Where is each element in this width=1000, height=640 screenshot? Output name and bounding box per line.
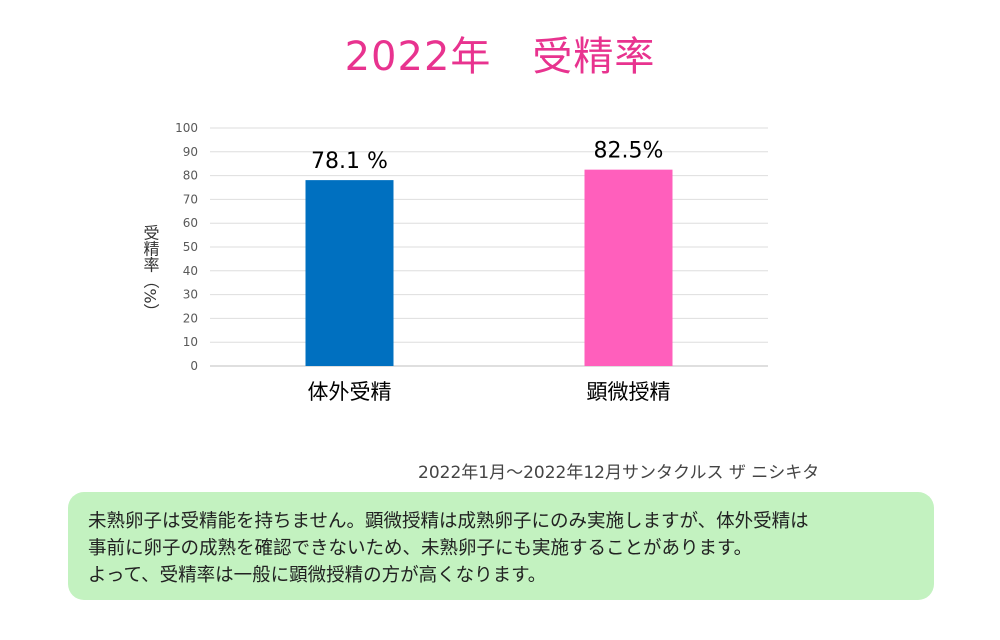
explanation-line: よって、受精率は一般に顕微授精の方が高くなります。 — [88, 565, 547, 586]
bar-2 — [584, 169, 673, 366]
category-label: 体外受精 — [308, 380, 392, 404]
y-tick-label: 100 — [175, 121, 198, 135]
y-tick-label: 60 — [183, 216, 198, 230]
y-tick-label: 0 — [190, 359, 198, 373]
explanation-box: 未熟卵子は受精能を持ちません。顕微授精は成熟卵子にのみ実施しますが、体外受精は … — [68, 492, 934, 600]
data-label: 78.1 % — [311, 149, 388, 174]
y-tick-label: 20 — [183, 311, 198, 325]
y-tick-label: 90 — [183, 145, 198, 159]
explanation-line: 事前に卵子の成熟を確認できないため、未熟卵子にも実施することがあります。 — [88, 538, 753, 559]
y-tick-label: 40 — [183, 264, 198, 278]
y-axis-ticks: 0 10 20 30 40 50 60 70 80 90 100 — [175, 121, 198, 373]
data-source-note: 2022年1月～2022年12月サンタクルス ザ ニシキタ — [418, 463, 820, 483]
y-tick-label: 30 — [183, 288, 198, 302]
data-labels: 78.1 % 82.5% — [311, 139, 663, 174]
data-label: 82.5% — [594, 139, 664, 164]
bar-1 — [305, 180, 394, 366]
y-axis-title: 受精率（%） — [141, 224, 160, 319]
y-axis-label: 受精率（%） — [141, 224, 160, 319]
y-tick-label: 70 — [183, 192, 198, 206]
gridlines — [210, 127, 768, 367]
bars — [305, 169, 673, 366]
y-tick-label: 50 — [183, 240, 198, 254]
y-tick-label: 10 — [183, 335, 198, 349]
explanation-line: 未熟卵子は受精能を持ちません。顕微授精は成熟卵子にのみ実施しますが、体外受精は — [88, 511, 809, 532]
category-labels: 体外受精 顕微授精 — [308, 380, 671, 404]
bar-chart: 0 10 20 30 40 50 60 70 80 90 100 受精率（%） 78.1 % 82.5… — [141, 121, 768, 404]
y-tick-label: 80 — [183, 169, 198, 183]
category-label: 顕微授精 — [587, 380, 671, 404]
page-title: 2022年 受精率 — [344, 34, 656, 80]
